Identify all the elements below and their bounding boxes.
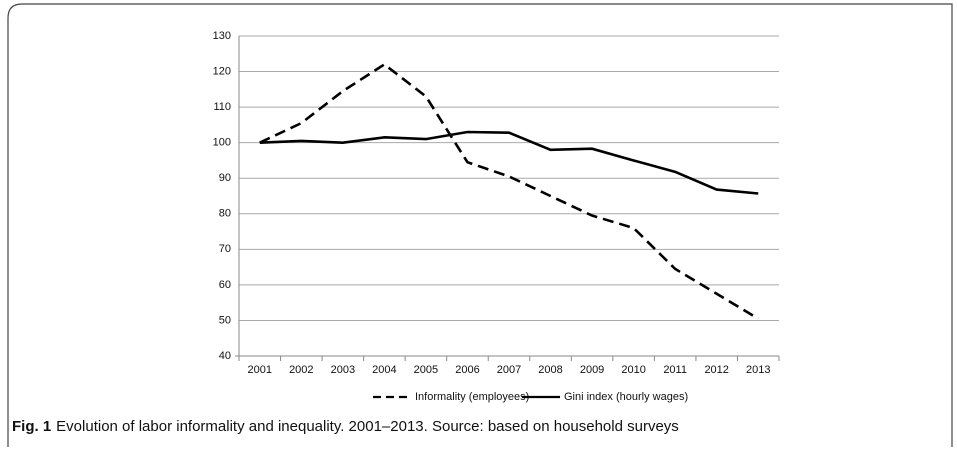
x-tick-label: 2012 (704, 364, 728, 376)
x-tick-label: 2002 (289, 364, 313, 376)
y-tick-label: 60 (219, 279, 231, 291)
series-line (259, 62, 759, 320)
x-tick-label: 2003 (331, 364, 355, 376)
x-tick-label: 2007 (497, 364, 521, 376)
x-tick-label: 2005 (414, 364, 438, 376)
y-tick-label: 110 (213, 101, 231, 113)
y-tick-label: 90 (219, 172, 231, 184)
x-tick-label: 2009 (580, 364, 604, 376)
y-tick-label: 80 (219, 208, 231, 220)
y-tick-label: 40 (219, 350, 231, 362)
frame (7, 3, 953, 447)
y-tick-label: 100 (213, 137, 231, 149)
x-tick-label: 2001 (248, 364, 272, 376)
caption-label: Fig. 1 (12, 418, 51, 435)
y-tick-label: 50 (219, 314, 231, 326)
x-tick-label: 2006 (455, 364, 479, 376)
caption-text: Evolution of labor informality and inequ… (56, 418, 679, 435)
x-tick-label: 2011 (663, 364, 687, 376)
legend-label: Gini index (hourly wages) (564, 391, 688, 403)
series-line (259, 130, 759, 195)
caption: Fig. 1 Evolution of labor informality and… (12, 418, 679, 435)
x-tick-label: 2008 (538, 364, 562, 376)
y-tick-label: 70 (219, 243, 231, 255)
legend-label: Informality (employees) (415, 391, 529, 403)
x-tick-label: 2004 (372, 364, 396, 376)
y-tick-label: 130 (213, 30, 231, 42)
y-tick-label: 120 (213, 65, 231, 77)
x-tick-label: 2010 (621, 364, 645, 376)
x-tick-label: 2013 (746, 364, 770, 376)
